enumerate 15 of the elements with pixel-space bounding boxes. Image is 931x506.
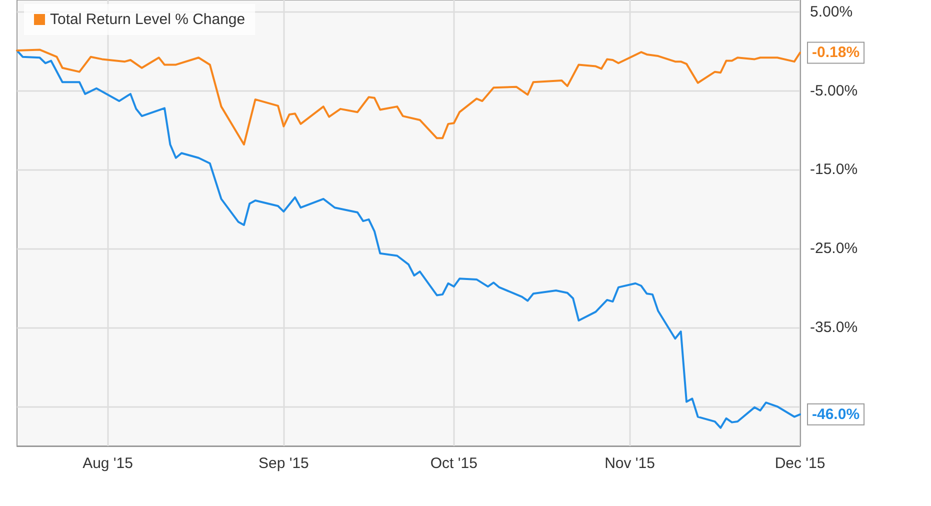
- x-tick-label: Nov '15: [604, 455, 655, 472]
- line-series: [16, 50, 801, 429]
- x-tick-label: Aug '15: [82, 455, 133, 472]
- legend-label: Total Return Level % Change: [50, 11, 246, 28]
- y-tick-label: -5.00%: [810, 82, 858, 100]
- y-tick-label: -25.0%: [810, 240, 858, 258]
- y-tick-label: -15.0%: [810, 161, 858, 178]
- data-label: -0.18%: [812, 44, 860, 62]
- y-tick-label: -35.0%: [810, 319, 858, 336]
- x-tick-label: Sep '15: [258, 455, 309, 472]
- data-label: -46.0%: [812, 406, 860, 423]
- line-series: [16, 48, 801, 146]
- x-tick-label: Oct '15: [430, 455, 478, 472]
- y-tick-label: 5.00%: [810, 3, 853, 20]
- x-tick-label: Dec '15: [774, 455, 826, 472]
